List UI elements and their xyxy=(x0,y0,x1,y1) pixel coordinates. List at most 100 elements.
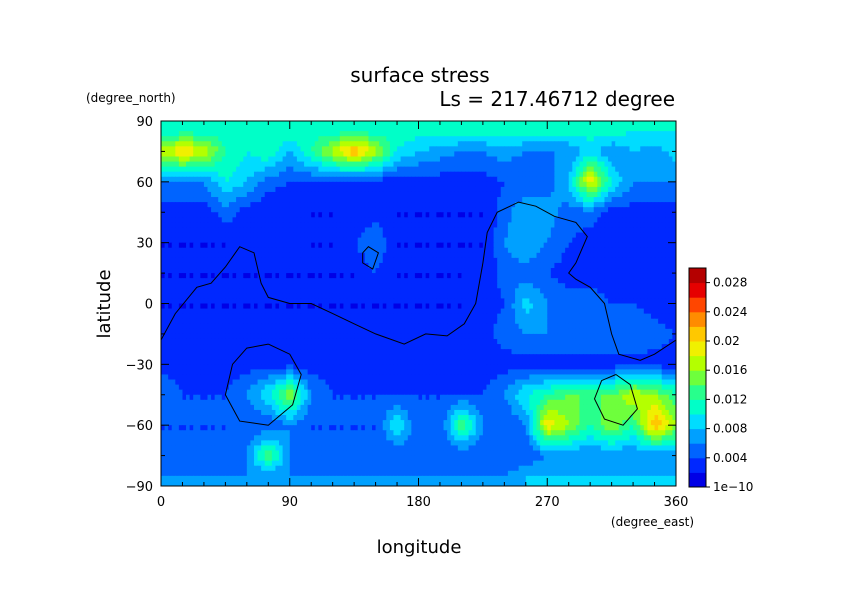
heatmap-cell xyxy=(339,176,344,183)
heatmap-cell xyxy=(532,181,538,188)
heatmap-cell xyxy=(579,237,584,244)
heatmap-cell xyxy=(354,131,359,137)
heatmap-cell xyxy=(329,166,334,173)
heatmap-cell xyxy=(518,212,523,218)
heatmap-cell xyxy=(271,257,277,264)
heatmap-cell xyxy=(618,156,623,163)
heatmap-cell xyxy=(590,257,595,264)
heatmap-cell xyxy=(275,146,280,153)
heatmap-cell xyxy=(354,151,359,158)
heatmap-cell xyxy=(518,202,523,208)
heatmap-cell xyxy=(661,283,666,289)
heatmap-cell xyxy=(522,131,527,137)
heatmap-cell xyxy=(543,141,548,147)
heatmap-cell xyxy=(257,171,262,178)
heatmap-cell xyxy=(304,156,309,163)
heatmap-cell xyxy=(289,202,294,208)
heatmap-cell xyxy=(579,252,584,259)
heatmap-cell xyxy=(393,288,398,294)
heatmap-cell xyxy=(232,268,237,274)
heatmap-cell xyxy=(586,278,591,284)
heatmap-cell xyxy=(318,257,323,264)
heatmap-cell xyxy=(550,166,556,173)
heatmap-cell xyxy=(583,197,588,203)
heatmap-cell xyxy=(668,186,674,193)
heatmap-cell xyxy=(597,212,602,218)
heatmap-cell xyxy=(300,278,305,284)
heatmap-cell xyxy=(271,202,277,208)
heatmap-cell xyxy=(178,217,184,223)
heatmap-cell xyxy=(436,207,441,213)
heatmap-cell xyxy=(218,212,223,218)
heatmap-cell xyxy=(279,151,284,158)
heatmap-cell xyxy=(497,197,502,203)
heatmap-cell xyxy=(633,176,638,183)
heatmap-cell xyxy=(479,242,484,249)
heatmap-cell xyxy=(482,202,488,208)
heatmap-cell xyxy=(439,181,445,188)
heatmap-cell xyxy=(321,126,327,132)
heatmap-cell xyxy=(665,136,670,142)
heatmap-cell xyxy=(329,161,334,168)
heatmap-cell xyxy=(586,262,591,269)
heatmap-cell xyxy=(482,262,488,269)
heatmap-cell xyxy=(279,268,284,274)
heatmap-cell xyxy=(361,202,366,208)
heatmap-cell xyxy=(636,146,641,153)
heatmap-cell xyxy=(547,257,552,264)
heatmap-cell xyxy=(536,186,541,193)
heatmap-cell xyxy=(189,171,194,178)
heatmap-cell xyxy=(332,136,337,142)
heatmap-cell xyxy=(422,156,427,163)
heatmap-cell xyxy=(472,136,477,142)
heatmap-cell xyxy=(640,278,645,284)
heatmap-cell xyxy=(246,288,252,294)
heatmap-cell xyxy=(364,121,370,127)
heatmap-cell xyxy=(196,283,201,289)
heatmap-cell xyxy=(261,227,266,234)
heatmap-cell xyxy=(425,126,430,132)
heatmap-cell xyxy=(532,131,538,137)
heatmap-cell xyxy=(203,293,209,300)
heatmap-cell xyxy=(643,217,648,223)
heatmap-cell xyxy=(461,278,466,284)
heatmap-cell xyxy=(318,186,323,193)
heatmap-cell xyxy=(389,273,395,279)
heatmap-cell xyxy=(393,217,398,223)
heatmap-cell xyxy=(536,278,541,284)
heatmap-cell xyxy=(586,186,591,193)
heatmap-cell xyxy=(575,131,581,137)
heatmap-cell xyxy=(500,186,505,193)
heatmap-cell xyxy=(600,207,606,213)
heatmap-cell xyxy=(203,181,209,188)
heatmap-cell xyxy=(568,237,573,244)
heatmap-cell xyxy=(304,121,309,127)
heatmap-cell xyxy=(422,202,427,208)
heatmap-cell xyxy=(500,237,505,244)
heatmap-cell xyxy=(228,293,234,300)
heatmap-cell xyxy=(325,151,330,158)
heatmap-cell xyxy=(271,262,277,269)
heatmap-cell xyxy=(529,121,534,127)
heatmap-cell xyxy=(583,252,588,259)
heatmap-cell xyxy=(275,262,280,269)
heatmap-cell xyxy=(357,278,362,284)
heatmap-cell xyxy=(257,242,262,249)
heatmap-cell xyxy=(432,151,437,158)
heatmap-cell xyxy=(482,191,488,198)
heatmap-cell xyxy=(218,186,223,193)
heatmap-cell xyxy=(432,283,437,289)
heatmap-cell xyxy=(386,197,391,203)
heatmap-cell xyxy=(329,181,334,188)
heatmap-cell xyxy=(618,273,623,279)
heatmap-cell xyxy=(264,283,269,289)
heatmap-cell xyxy=(397,232,402,239)
heatmap-cell xyxy=(271,268,277,274)
heatmap-cell xyxy=(261,176,266,183)
heatmap-cell xyxy=(218,181,223,188)
heatmap-cell xyxy=(525,171,530,178)
heatmap-cell xyxy=(189,136,194,142)
heatmap-cell xyxy=(321,181,327,188)
heatmap-cell xyxy=(468,126,473,132)
heatmap-cell xyxy=(561,278,566,284)
